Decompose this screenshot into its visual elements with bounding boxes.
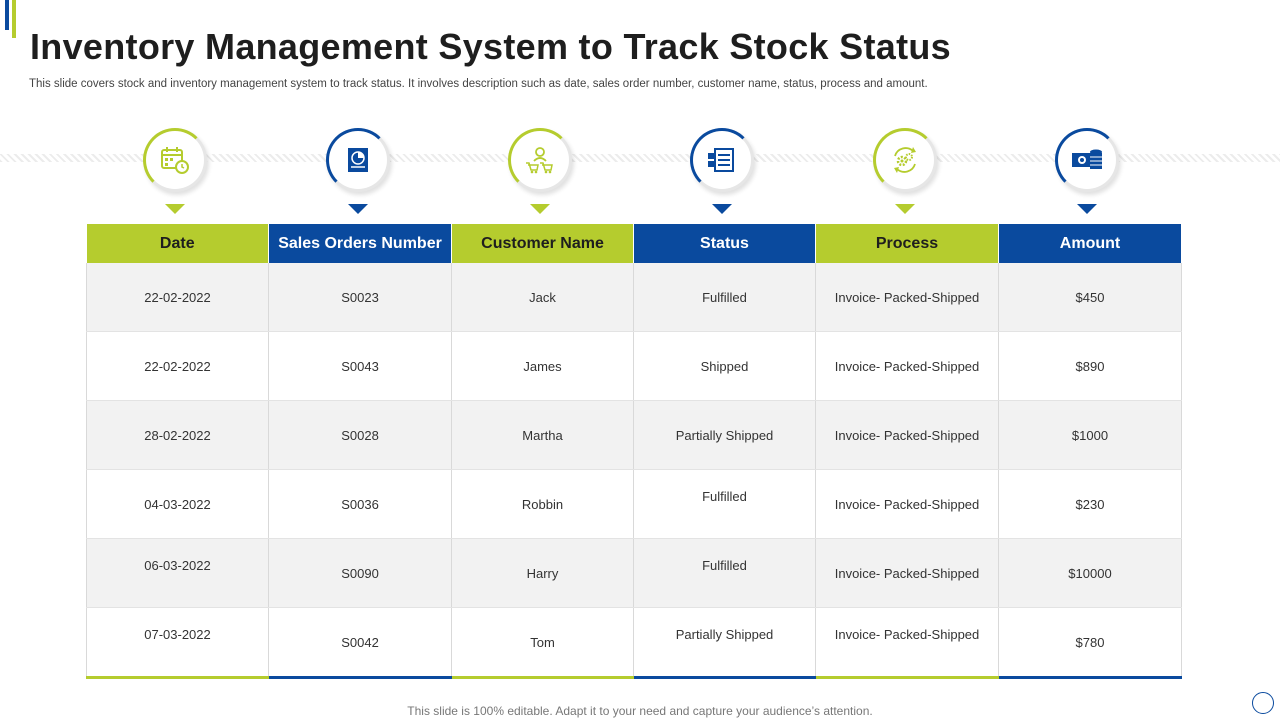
cell-date: 22-02-2022 (86, 263, 269, 332)
money-coins-icon (1072, 149, 1102, 169)
footer-note: This slide is 100% editable. Adapt it to… (407, 704, 873, 718)
column-header-amount: Amount (998, 224, 1182, 263)
cell-customer: Martha (451, 400, 634, 470)
cell-status: Partially Shipped (633, 400, 816, 470)
customer-cart-icon (526, 147, 553, 174)
icon-badge-amount (1042, 128, 1122, 218)
cell-date: 22-02-2022 (86, 331, 269, 401)
icon-badge-customer (495, 128, 575, 218)
column-header-customer-name: Customer Name (451, 224, 634, 263)
process-gears-icon (894, 147, 916, 173)
slide-corner-circle (1252, 692, 1274, 714)
icon-badge-process (860, 128, 940, 218)
table-row: 07-03-2022 S0042 Tom Partially Shipped I… (86, 607, 1182, 679)
cell-amount: $890 (998, 331, 1182, 401)
cell-sales-order: S0028 (268, 400, 452, 470)
table-row: 22-02-2022 S0023 Jack Fulfilled Invoice-… (86, 263, 1182, 332)
calendar-clock-icon (161, 147, 189, 174)
cell-amount: $450 (998, 263, 1182, 332)
cell-sales-order: S0043 (268, 331, 452, 401)
cell-customer: Jack (451, 263, 634, 332)
icon-badge-date (130, 128, 210, 218)
cell-amount: $230 (998, 469, 1182, 539)
cell-date: 04-03-2022 (86, 469, 269, 539)
cell-process: Invoice- Packed-Shipped (815, 263, 999, 332)
cell-customer: Harry (451, 538, 634, 608)
cell-process: Invoice- Packed-Shipped (815, 331, 999, 401)
cell-process: Invoice- Packed-Shipped (815, 469, 999, 539)
accent-bar-green (12, 0, 16, 38)
cell-sales-order: S0036 (268, 469, 452, 539)
cell-process: Invoice- Packed-Shipped (815, 538, 999, 608)
table-row: 06-03-2022 S0090 Harry Fulfilled Invoice… (86, 538, 1182, 608)
table-header-row: Date Sales Orders Number Customer Name S… (86, 224, 1182, 263)
cell-customer: James (451, 331, 634, 401)
cell-status: Shipped (633, 331, 816, 401)
cell-amount: $780 (998, 607, 1182, 679)
cell-amount: $10000 (998, 538, 1182, 608)
column-header-sales-orders-number: Sales Orders Number (268, 224, 452, 263)
table-row: 22-02-2022 S0043 James Shipped Invoice- … (86, 331, 1182, 401)
page-subtitle: This slide covers stock and inventory ma… (29, 78, 928, 90)
cell-customer: Robbin (451, 469, 634, 539)
cell-process: Invoice- Packed-Shipped (815, 400, 999, 470)
icon-badge-status (677, 128, 757, 218)
cell-customer: Tom (451, 607, 634, 679)
cell-status: Fulfilled (633, 263, 816, 332)
cell-date: 07-03-2022 (144, 626, 211, 642)
pie-chart-document-icon (348, 148, 368, 172)
cell-amount: $1000 (998, 400, 1182, 470)
cell-date: 06-03-2022 (144, 557, 211, 573)
timeline-divider (0, 154, 1280, 162)
column-header-date: Date (86, 224, 269, 263)
invoice-list-icon (708, 148, 734, 172)
table-row: 28-02-2022 S0028 Martha Partially Shippe… (86, 400, 1182, 470)
icon-badge-sales-order (313, 128, 393, 218)
inventory-table: Date Sales Orders Number Customer Name S… (86, 224, 1182, 679)
page-title: Inventory Management System to Track Sto… (30, 26, 951, 67)
cell-status: Partially Shipped (675, 626, 774, 642)
column-header-process: Process (815, 224, 999, 263)
cell-process: Invoice- Packed-Shipped (834, 626, 980, 642)
accent-bar-blue (5, 0, 9, 30)
table-row: 04-03-2022 S0036 Robbin Fulfilled Invoic… (86, 469, 1182, 539)
cell-date: 28-02-2022 (86, 400, 269, 470)
column-header-status: Status (633, 224, 816, 263)
cell-sales-order: S0023 (268, 263, 452, 332)
cell-status: Fulfilled (702, 557, 747, 573)
cell-sales-order: S0042 (268, 607, 452, 679)
cell-sales-order: S0090 (268, 538, 452, 608)
cell-status: Fulfilled (702, 488, 747, 504)
